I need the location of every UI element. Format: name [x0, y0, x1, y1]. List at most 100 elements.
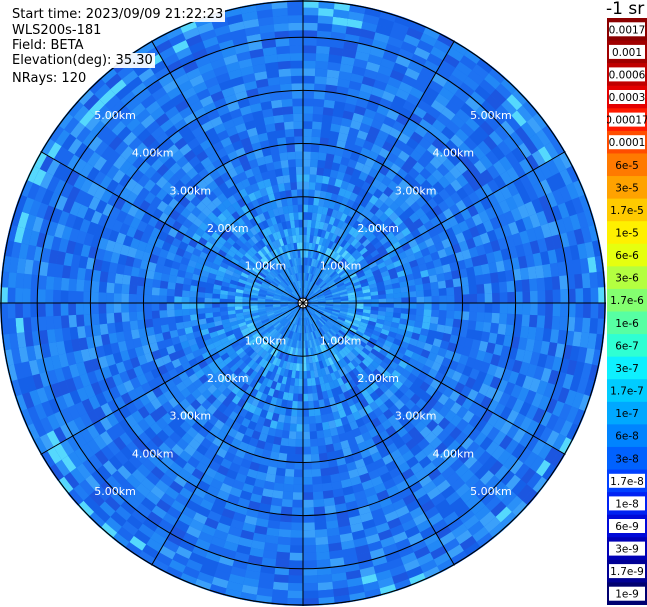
range-gate-cell: [333, 299, 341, 302]
range-gate-cell: [303, 227, 307, 235]
range-gate-cell: [309, 294, 316, 299]
range-gate-cell: [114, 273, 124, 284]
range-gate-cell: [197, 308, 206, 315]
range-gate-cell: [312, 121, 322, 130]
range-gate-cell: [273, 574, 289, 583]
range-gate-cell: [290, 307, 297, 312]
range-gate-cell: [298, 386, 303, 394]
range-gate-cell: [288, 299, 296, 302]
range-gate-cell: [451, 269, 461, 280]
range-gate-cell: [325, 298, 334, 301]
range-gate-cell: [305, 310, 308, 318]
range-gate-cell: [293, 212, 299, 221]
range-gate-cell: [308, 308, 314, 315]
range-gate-cell: [322, 286, 330, 292]
range-gate-cell: [303, 522, 315, 531]
range-gate-cell: [303, 582, 319, 591]
range-gate-cell: [91, 280, 100, 293]
range-gate-cell: [325, 306, 333, 310]
range-gate-cell: [439, 295, 447, 303]
range-gate-cell: [467, 320, 477, 331]
range-gate-cell: [314, 529, 328, 538]
range-gate-cell: [267, 77, 280, 86]
range-gate-cell: [331, 291, 340, 296]
range-gate-cell: [545, 303, 553, 317]
range-gate-cell: [320, 129, 331, 139]
range-gate-cell: [324, 310, 332, 314]
range-gate-cell: [284, 121, 294, 130]
range-gate-cell: [393, 303, 402, 309]
range-gate-cell: [279, 521, 292, 530]
range-gate-cell: [318, 152, 327, 161]
range-gate-cell: [306, 265, 309, 274]
range-gate-cell: [296, 289, 300, 297]
range-gate-cell: [303, 363, 307, 372]
range-gate-cell: [60, 303, 69, 316]
range-gate-cell: [15, 287, 24, 303]
range-gate-cell: [505, 324, 514, 337]
range-gate-cell: [45, 289, 54, 303]
range-gate-cell: [276, 551, 290, 561]
range-gate-cell: [431, 295, 440, 303]
range-gate-cell: [151, 295, 160, 303]
range-gate-cell: [290, 307, 298, 313]
range-gate-cell: [303, 371, 307, 379]
range-gate-cell: [446, 310, 455, 319]
range-gate-cell: [300, 287, 303, 296]
colorbar-tick-label: 0.0003: [609, 92, 646, 104]
range-gate-cell: [438, 310, 447, 318]
range-gate-cell: [303, 393, 309, 402]
range-gate-cell: [275, 129, 286, 139]
range-gate-cell: [416, 303, 425, 310]
range-gate-cell: [286, 276, 292, 284]
range-gate-cell: [551, 276, 561, 290]
range-gate-cell: [281, 167, 290, 176]
range-gate-cell: [326, 69, 340, 79]
range-gate-cell: [329, 284, 337, 290]
range-gate-cell: [304, 310, 307, 318]
range-gate-cell: [311, 314, 318, 322]
range-gate-cell: [452, 318, 462, 328]
range-gate-cell: [422, 315, 432, 324]
field-label: Field: BETA: [9, 38, 86, 54]
range-gate-cell: [298, 310, 301, 318]
range-gate-cell: [8, 318, 17, 334]
colorbar-tick-label: 3e-8: [615, 453, 639, 465]
range-gate-cell: [227, 299, 235, 303]
range-gate-cell: [309, 306, 317, 310]
range-gate-cell: [272, 107, 284, 116]
range-gate-cell: [295, 439, 303, 447]
range-gate-cell: [303, 401, 309, 410]
colorbar-tick-label: 6e-8: [615, 431, 639, 443]
range-gate-cell: [332, 293, 340, 297]
range-gate-cell: [317, 307, 325, 312]
range-gate-cell: [313, 506, 326, 515]
colorbar-tick-label: 3e-5: [615, 182, 639, 194]
range-gate-cell: [291, 90, 303, 99]
range-gate-cell: [303, 529, 316, 538]
range-gate-cell: [453, 286, 462, 296]
range-gate-cell: [316, 293, 325, 298]
range-gate-cell: [300, 318, 303, 326]
range-gate-cell: [315, 53, 330, 62]
range-gate-cell: [303, 106, 314, 114]
range-gate-cell: [303, 590, 319, 599]
range-gate-cell: [307, 290, 312, 297]
range-gate-cell: [296, 317, 300, 325]
range-gate-cell: [291, 308, 298, 314]
range-gate-cell: [560, 303, 569, 317]
range-gate-cell: [283, 311, 291, 317]
range-gate-cell: [68, 278, 77, 292]
range-gate-cell: [296, 309, 300, 317]
range-gate-cell: [304, 288, 307, 296]
range-gate-cell: [582, 287, 591, 303]
range-gate-cell: [299, 234, 303, 243]
range-gate-cell: [290, 537, 303, 546]
range-gate-cell: [92, 269, 101, 282]
range-gate-cell: [291, 408, 298, 417]
range-gate-cell: [299, 288, 302, 296]
range-gate-cell: [286, 144, 296, 153]
range-gate-cell: [303, 560, 317, 569]
range-gate-cell: [219, 303, 228, 308]
range-gate-cell: [312, 323, 317, 331]
